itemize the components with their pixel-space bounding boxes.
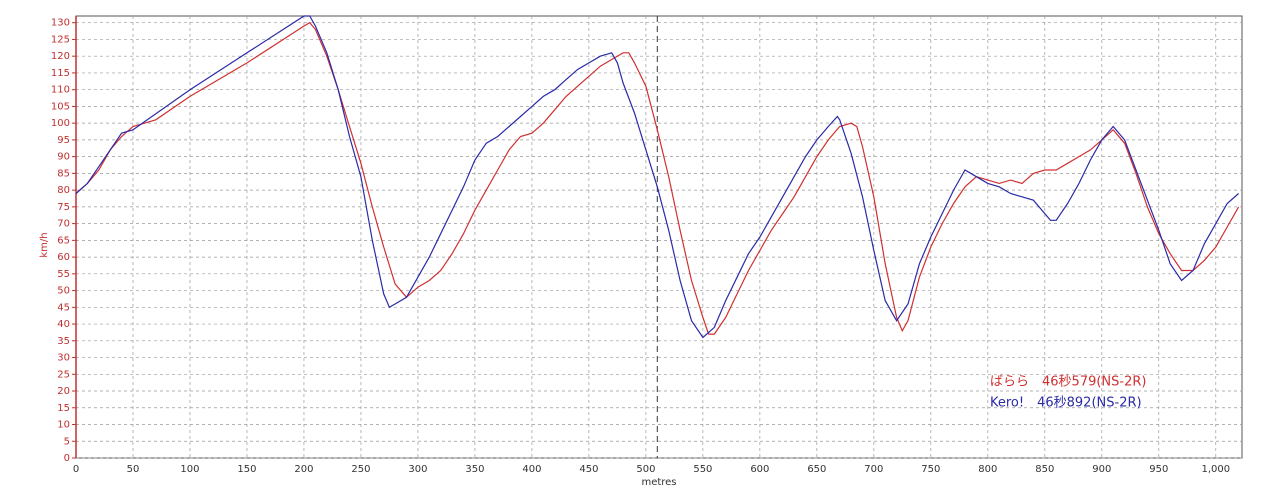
y-tick-label: 0 bbox=[64, 453, 70, 464]
y-tick-label: 70 bbox=[57, 219, 70, 230]
y-tick-label: 5 bbox=[64, 436, 70, 447]
y-tick-label: 30 bbox=[57, 353, 70, 364]
y-tick-label: 65 bbox=[57, 235, 70, 246]
y-tick-label: 10 bbox=[57, 420, 70, 431]
y-tick-label: 85 bbox=[57, 168, 70, 179]
y-tick-label: 45 bbox=[57, 302, 70, 313]
x-tick-label: 1,000 bbox=[1201, 464, 1230, 475]
y-tick-label: 80 bbox=[57, 185, 70, 196]
x-tick-label: 100 bbox=[180, 464, 199, 475]
y-tick-label: 20 bbox=[57, 386, 70, 397]
x-tick-label: 900 bbox=[1092, 464, 1111, 475]
y-tick-label: 55 bbox=[57, 269, 70, 280]
x-tick-label: 350 bbox=[465, 464, 484, 475]
legend-entry: ばらら 46秒579(NS-2R) bbox=[990, 375, 1146, 390]
y-tick-label: 110 bbox=[51, 85, 70, 96]
x-tick-label: 0 bbox=[73, 464, 79, 475]
y-tick-label: 60 bbox=[57, 252, 70, 263]
plot-area bbox=[75, 15, 1243, 459]
x-tick-label: 650 bbox=[807, 464, 826, 475]
y-tick-label: 35 bbox=[57, 336, 70, 347]
x-tick-label: 250 bbox=[351, 464, 370, 475]
legend-entry: Kero! 46秒892(NS-2R) bbox=[990, 396, 1142, 411]
y-tick-label: 115 bbox=[51, 68, 70, 79]
x-tick-label: 150 bbox=[237, 464, 256, 475]
x-tick-label: 400 bbox=[522, 464, 541, 475]
y-tick-label: 50 bbox=[57, 286, 70, 297]
x-tick-label: 300 bbox=[408, 464, 427, 475]
x-tick-label: 950 bbox=[1149, 464, 1168, 475]
y-tick-label: 120 bbox=[51, 51, 70, 62]
y-tick-label: 125 bbox=[51, 34, 70, 45]
x-tick-label: 450 bbox=[579, 464, 598, 475]
x-tick-label: 800 bbox=[978, 464, 997, 475]
x-tick-label: 700 bbox=[864, 464, 883, 475]
x-tick-label: 500 bbox=[636, 464, 655, 475]
y-tick-label: 75 bbox=[57, 202, 70, 213]
y-tick-label: 105 bbox=[51, 101, 70, 112]
x-tick-label: 50 bbox=[127, 464, 140, 475]
y-axis-label: km/h bbox=[39, 232, 50, 257]
series-line bbox=[75, 21, 1240, 335]
y-tick-label: 100 bbox=[51, 118, 70, 129]
y-tick-label: 25 bbox=[57, 369, 70, 380]
y-tick-label: 130 bbox=[51, 18, 70, 29]
series-line bbox=[75, 15, 1239, 339]
x-tick-label: 550 bbox=[693, 464, 712, 475]
x-tick-label: 850 bbox=[1035, 464, 1054, 475]
y-tick-label: 95 bbox=[57, 135, 70, 146]
x-axis-label: metres bbox=[641, 477, 676, 488]
y-tick-label: 90 bbox=[57, 152, 70, 163]
y-tick-label: 40 bbox=[57, 319, 70, 330]
x-tick-label: 750 bbox=[921, 464, 940, 475]
y-tick-label: 15 bbox=[57, 403, 70, 414]
x-tick-label: 200 bbox=[294, 464, 313, 475]
x-tick-label: 600 bbox=[750, 464, 769, 475]
